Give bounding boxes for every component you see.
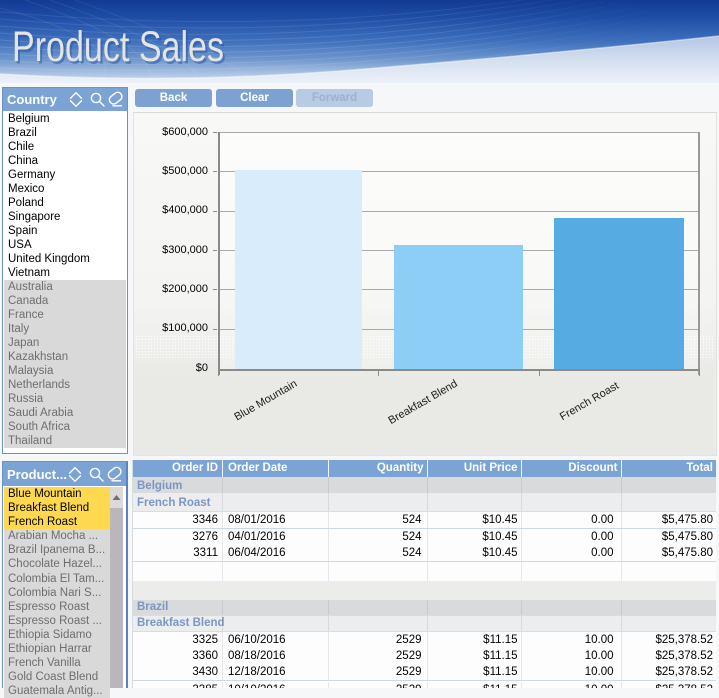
svg-text:Product Sales: Product Sales	[14, 26, 226, 74]
svg-text:Product Sales: Product Sales	[12, 23, 224, 71]
